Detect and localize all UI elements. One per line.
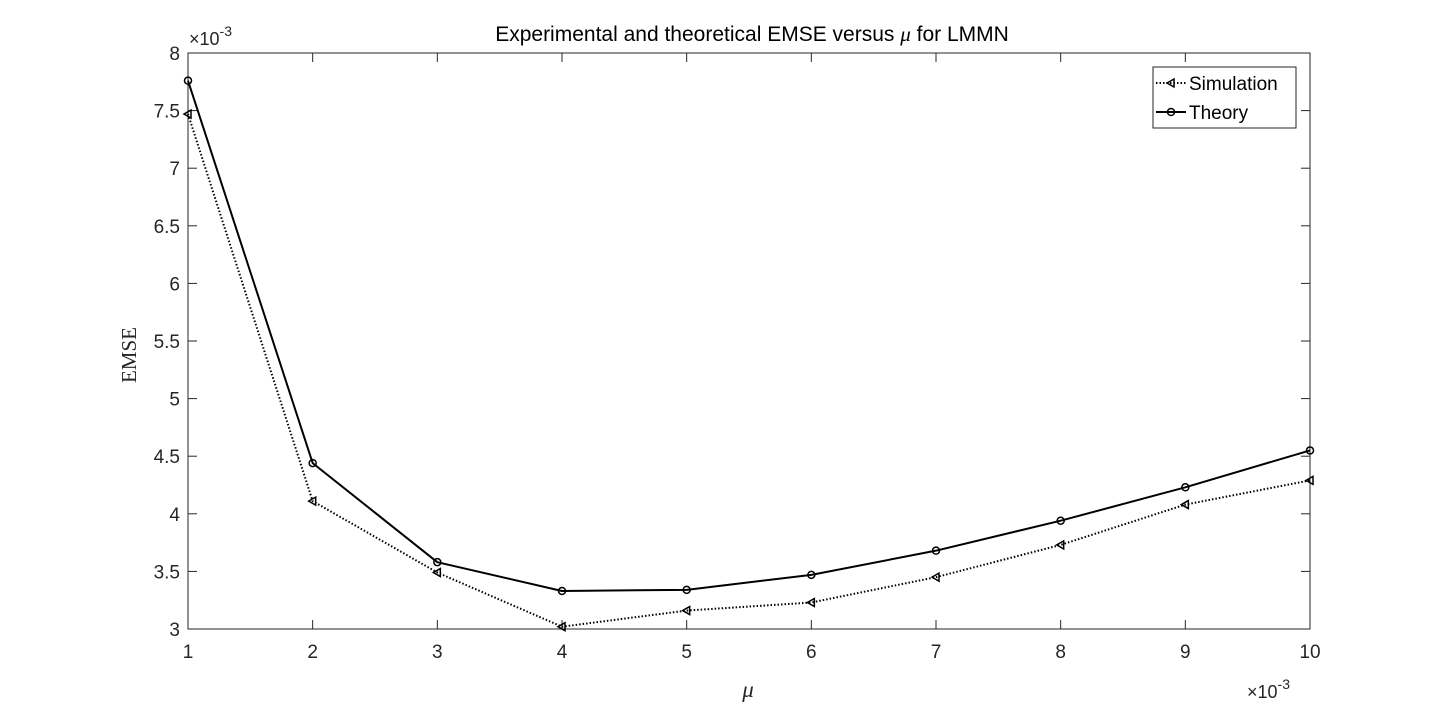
x-tick-label: 4 (557, 642, 568, 663)
y-tick-label: 8 (169, 44, 180, 65)
data-point-theory (183, 76, 193, 85)
x-tick-label: 3 (432, 642, 443, 663)
y-tick-label: 7.5 (154, 102, 180, 123)
data-point-theory (931, 546, 941, 555)
x-tick-label: 6 (806, 642, 817, 663)
legend: Simulation Theory (1152, 66, 1297, 129)
x-tick-label: 5 (681, 642, 692, 663)
y-tick-label: 4 (169, 505, 180, 526)
data-point-simulation (182, 108, 192, 120)
series-layer (182, 76, 1315, 632)
y-tick-label: 3 (169, 620, 180, 641)
data-point-simulation (1055, 539, 1065, 551)
data-point-simulation (431, 567, 442, 578)
data-point-theory (682, 585, 691, 595)
x-axis-multiplier: ×10-3 (1247, 676, 1290, 702)
data-point-theory (557, 586, 567, 596)
plot-area: 1 2 3 4 5 6 7 8 9 10 3 3.5 4 4.5 5 5.5 6 6.5 7 7.5 8 (154, 44, 1321, 663)
data-point-simulation (930, 571, 940, 583)
legend-marker-simulation (1165, 77, 1175, 89)
legend-box (1152, 66, 1297, 129)
chart-title: Experimental and theoretical EMSE versus… (495, 22, 1009, 46)
data-point-theory (433, 557, 442, 567)
x-tick-label: 10 (1299, 642, 1320, 663)
data-point-simulation (307, 495, 317, 507)
data-point-simulation (556, 621, 566, 632)
y-tick-label: 5.5 (154, 332, 180, 353)
legend-label-theory: Theory (1189, 103, 1249, 124)
axes-box (187, 52, 1311, 630)
x-axis-ticks: 1 2 3 4 5 6 7 8 9 10 (183, 53, 1321, 663)
data-point-theory (807, 570, 816, 580)
y-tick-label: 6 (169, 274, 180, 295)
data-point-simulation (1304, 475, 1314, 486)
data-point-simulation (1179, 499, 1190, 510)
y-tick-label: 5 (169, 390, 180, 411)
data-point-simulation (805, 597, 816, 608)
y-axis-multiplier: ×10-3 (189, 23, 232, 49)
x-tick-label: 7 (931, 642, 942, 663)
y-axis-label: EMSE (117, 327, 141, 383)
x-tick-label: 2 (307, 642, 318, 663)
y-axis-ticks: 3 3.5 4 4.5 5 5.5 6 6.5 7 7.5 8 (154, 44, 1310, 641)
legend-marker-theory (1166, 107, 1176, 117)
x-tick-label: 8 (1055, 642, 1066, 663)
y-tick-label: 6.5 (154, 217, 180, 238)
series-line-theory (187, 80, 1311, 592)
x-axis-label: μ (741, 677, 754, 702)
y-tick-label: 4.5 (154, 447, 180, 468)
data-point-theory (308, 458, 317, 468)
data-point-simulation (681, 605, 691, 616)
x-tick-label: 9 (1180, 642, 1191, 663)
data-point-theory (1305, 446, 1315, 455)
y-tick-label: 3.5 (154, 562, 180, 583)
data-point-theory (1056, 516, 1065, 525)
data-point-theory (1181, 483, 1190, 492)
legend-label-simulation: Simulation (1189, 74, 1278, 95)
y-tick-label: 7 (169, 159, 180, 180)
x-tick-label: 1 (183, 642, 194, 663)
